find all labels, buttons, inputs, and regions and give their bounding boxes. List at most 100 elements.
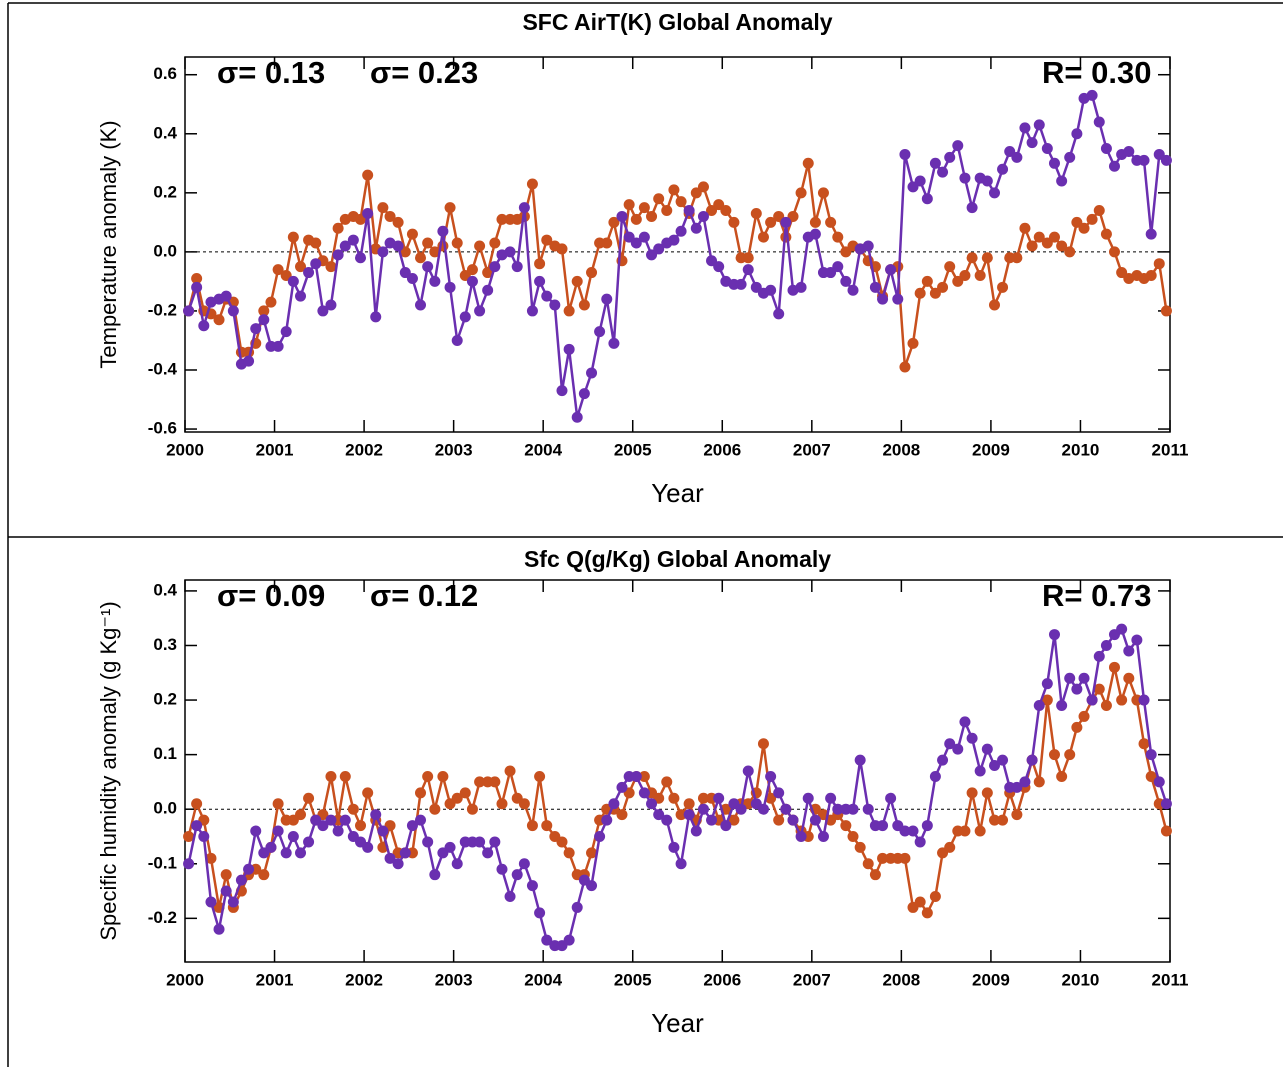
data-point	[392, 240, 404, 252]
data-point	[377, 246, 389, 258]
data-point	[444, 841, 456, 853]
data-point	[892, 293, 904, 305]
x-tick-label: 2011	[1152, 440, 1189, 459]
data-point	[683, 798, 695, 810]
data-point	[518, 798, 530, 810]
data-point	[952, 743, 964, 755]
data-point	[205, 852, 217, 864]
data-point	[451, 792, 463, 804]
data-point	[697, 792, 709, 804]
data-point	[415, 299, 427, 311]
data-point	[1041, 143, 1053, 155]
data-point	[668, 792, 680, 804]
data-point	[1078, 672, 1090, 684]
data-point	[496, 213, 508, 225]
data-point	[1048, 157, 1060, 169]
data-point	[250, 825, 262, 837]
data-point	[243, 863, 255, 875]
data-point	[183, 305, 195, 317]
data-point	[757, 231, 769, 243]
data-point	[1064, 672, 1076, 684]
data-point	[451, 334, 463, 346]
data-point	[1108, 160, 1120, 172]
data-point	[303, 792, 315, 804]
data-point	[504, 891, 516, 903]
data-point	[578, 299, 590, 311]
data-point	[899, 852, 911, 864]
data-point	[959, 825, 971, 837]
data-point	[1041, 694, 1053, 706]
data-point	[556, 385, 568, 397]
data-point	[220, 869, 232, 881]
data-point	[1048, 629, 1060, 641]
y-tick-label: -0.1	[148, 853, 177, 872]
data-point	[862, 803, 874, 815]
data-point	[578, 388, 590, 400]
data-point	[1064, 246, 1076, 258]
data-point	[661, 776, 673, 788]
data-point	[661, 814, 673, 826]
chart-title: Sfc Q(g/Kg) Global Anomaly	[524, 546, 831, 572]
data-point	[541, 290, 553, 302]
data-point	[549, 299, 561, 311]
y-tick-label: 0.0	[153, 241, 177, 260]
data-point	[675, 809, 687, 821]
data-point	[795, 830, 807, 842]
data-point	[944, 738, 956, 750]
data-point	[556, 836, 568, 848]
data-point	[840, 820, 852, 832]
x-tick-label: 2007	[793, 440, 831, 459]
data-point	[332, 825, 344, 837]
x-tick-label: 2008	[882, 970, 920, 989]
data-point	[974, 825, 986, 837]
data-point	[511, 869, 523, 881]
x-tick-label: 2001	[256, 440, 294, 459]
data-point	[981, 743, 993, 755]
data-point	[1138, 738, 1150, 750]
x-tick-label: 2000	[166, 970, 204, 989]
data-point	[220, 290, 232, 302]
x-tick-label: 2006	[703, 970, 741, 989]
y-tick-label: 0.4	[153, 580, 177, 599]
y-tick-label: 0.2	[153, 182, 177, 201]
data-point	[1064, 151, 1076, 163]
data-point	[422, 836, 434, 848]
data-point	[683, 809, 695, 821]
data-point	[303, 836, 315, 848]
x-tick-label: 2003	[435, 440, 473, 459]
data-point	[877, 820, 889, 832]
data-point	[1160, 305, 1172, 317]
x-tick-label: 2005	[614, 970, 652, 989]
data-point	[914, 896, 926, 908]
data-point	[832, 261, 844, 273]
data-point	[310, 237, 322, 249]
annotation: R= 0.30	[1042, 55, 1151, 90]
data-point	[1011, 151, 1023, 163]
data-point	[594, 326, 606, 338]
data-point	[250, 323, 262, 335]
data-point	[303, 267, 315, 279]
data-point	[594, 830, 606, 842]
data-point	[392, 216, 404, 228]
data-point	[541, 934, 553, 946]
data-point	[280, 326, 292, 338]
data-point	[623, 199, 635, 211]
data-point	[974, 765, 986, 777]
data-point	[847, 284, 859, 296]
data-point	[1093, 205, 1105, 217]
data-point	[258, 314, 270, 326]
data-point	[563, 934, 575, 946]
data-point	[317, 820, 329, 832]
data-point	[997, 814, 1009, 826]
data-point	[1160, 825, 1172, 837]
data-point	[988, 187, 1000, 199]
x-tick-label: 2005	[614, 440, 652, 459]
data-point	[1056, 770, 1068, 782]
data-point	[713, 261, 725, 273]
data-point	[310, 258, 322, 270]
data-point	[325, 770, 337, 782]
data-point	[646, 210, 658, 222]
data-point	[966, 787, 978, 799]
x-axis-label: Year	[651, 1008, 704, 1038]
y-axis-label: Temperature anomaly (K)	[96, 120, 121, 368]
